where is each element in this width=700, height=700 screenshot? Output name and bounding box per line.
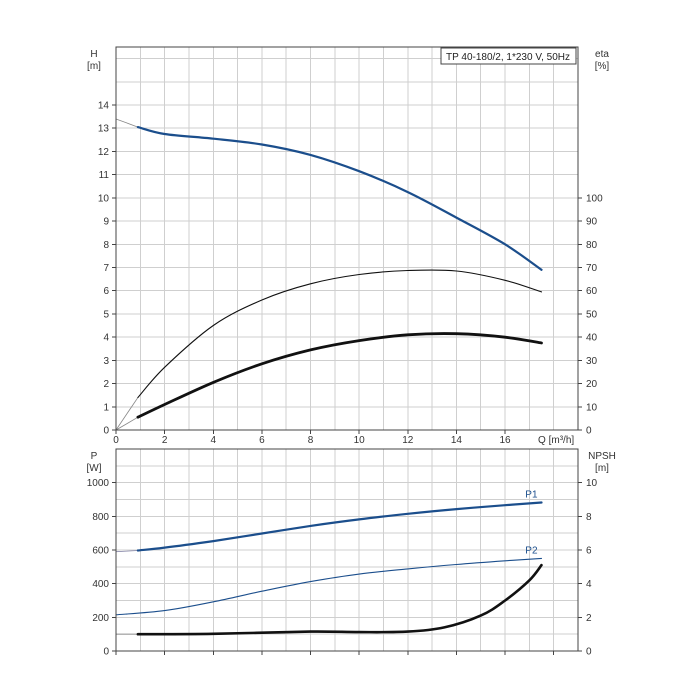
right-axis-tick-label: 20	[586, 379, 598, 390]
left-axis-tick-label: 11	[99, 170, 110, 181]
right-axis-tick-label: 6	[586, 546, 592, 557]
right-axis-tick-label: 8	[586, 512, 592, 523]
right-axis-unit: [%]	[595, 61, 610, 72]
right-axis-tick-label: 30	[586, 356, 598, 367]
right-axis-label: eta	[595, 49, 609, 60]
right-axis-label: NPSH	[588, 451, 616, 462]
x-axis-tick-label: 16	[499, 435, 511, 446]
x-axis-tick-label: 10	[354, 435, 366, 446]
left-axis-tick-label: 12	[98, 147, 110, 158]
x-axis-tick-label: 2	[162, 435, 168, 446]
series-label: P2	[525, 545, 538, 556]
series-extension	[115, 397, 139, 431]
right-axis-tick-label: 2	[586, 613, 592, 624]
x-axis-tick-label: 0	[113, 435, 119, 446]
series-line	[137, 269, 543, 399]
chart-title: TP 40-180/2, 1*230 V, 50Hz	[446, 52, 570, 63]
right-axis-tick-label: 60	[586, 286, 598, 297]
right-axis-tick-label: 50	[586, 309, 598, 320]
series-line	[136, 332, 543, 419]
series-line	[136, 563, 543, 636]
left-axis-unit: [m]	[87, 61, 101, 72]
right-axis-tick-label: 4	[586, 579, 592, 590]
x-axis-tick-label: 6	[259, 435, 265, 446]
left-axis-tick-label: 14	[98, 101, 110, 112]
right-axis-tick-label: 90	[586, 217, 598, 228]
left-axis-tick-label: 7	[103, 263, 109, 274]
chart-title-box	[440, 47, 577, 65]
right-axis-tick-label: 80	[586, 240, 598, 251]
labels-layer: 0123456789101112131401020304050607080901…	[87, 49, 616, 658]
axes-layer	[112, 46, 582, 655]
left-axis-tick-label: 800	[92, 512, 109, 523]
left-axis-tick-label: 5	[103, 309, 109, 320]
series-line	[136, 501, 543, 552]
left-axis-tick-label: 0	[103, 647, 109, 658]
left-axis-tick-label: 10	[98, 193, 110, 204]
x-axis-tick-label: 14	[451, 435, 463, 446]
x-axis-tick-label: 8	[308, 435, 314, 446]
series-label: P1	[525, 490, 538, 501]
series-line	[136, 126, 543, 271]
series-extension	[115, 550, 138, 553]
grid-layer	[116, 47, 578, 651]
right-axis-tick-label: 100	[586, 193, 603, 204]
plot-frame	[115, 46, 579, 431]
series-line	[115, 557, 543, 616]
left-axis-tick-label: 3	[103, 356, 109, 367]
left-axis-tick-label: 9	[103, 217, 109, 228]
x-axis-tick-label: 4	[210, 435, 216, 446]
right-axis-tick-label: 0	[586, 426, 592, 437]
left-axis-tick-label: 400	[92, 579, 109, 590]
left-axis-tick-label: 4	[103, 333, 109, 344]
left-axis-label: P	[91, 451, 98, 462]
series-extension	[115, 416, 139, 431]
left-axis-tick-label: 200	[92, 613, 109, 624]
right-axis-tick-label: 70	[586, 263, 598, 274]
left-axis-tick-label: 8	[103, 240, 109, 251]
x-axis-tick-label: 12	[402, 435, 414, 446]
right-axis-tick-label: 40	[586, 333, 598, 344]
right-axis-tick-label: 10	[586, 402, 598, 413]
right-axis-tick-label: 0	[586, 647, 592, 658]
left-axis-tick-label: 0	[103, 426, 109, 437]
series-extension	[115, 118, 139, 128]
left-axis-tick-label: 2	[103, 379, 109, 390]
left-axis-tick-label: 13	[98, 124, 110, 135]
x-axis-label: Q [m³/h]	[538, 435, 574, 446]
left-axis-tick-label: 6	[103, 286, 109, 297]
series-layer	[115, 118, 543, 636]
left-axis-tick-label: 1000	[87, 478, 110, 489]
left-axis-unit: [W]	[87, 463, 102, 474]
right-axis-tick-label: 10	[586, 478, 598, 489]
left-axis-tick-label: 1	[103, 402, 109, 413]
left-axis-label: H	[90, 49, 97, 60]
left-axis-tick-label: 600	[92, 546, 109, 557]
right-axis-unit: [m]	[595, 463, 609, 474]
